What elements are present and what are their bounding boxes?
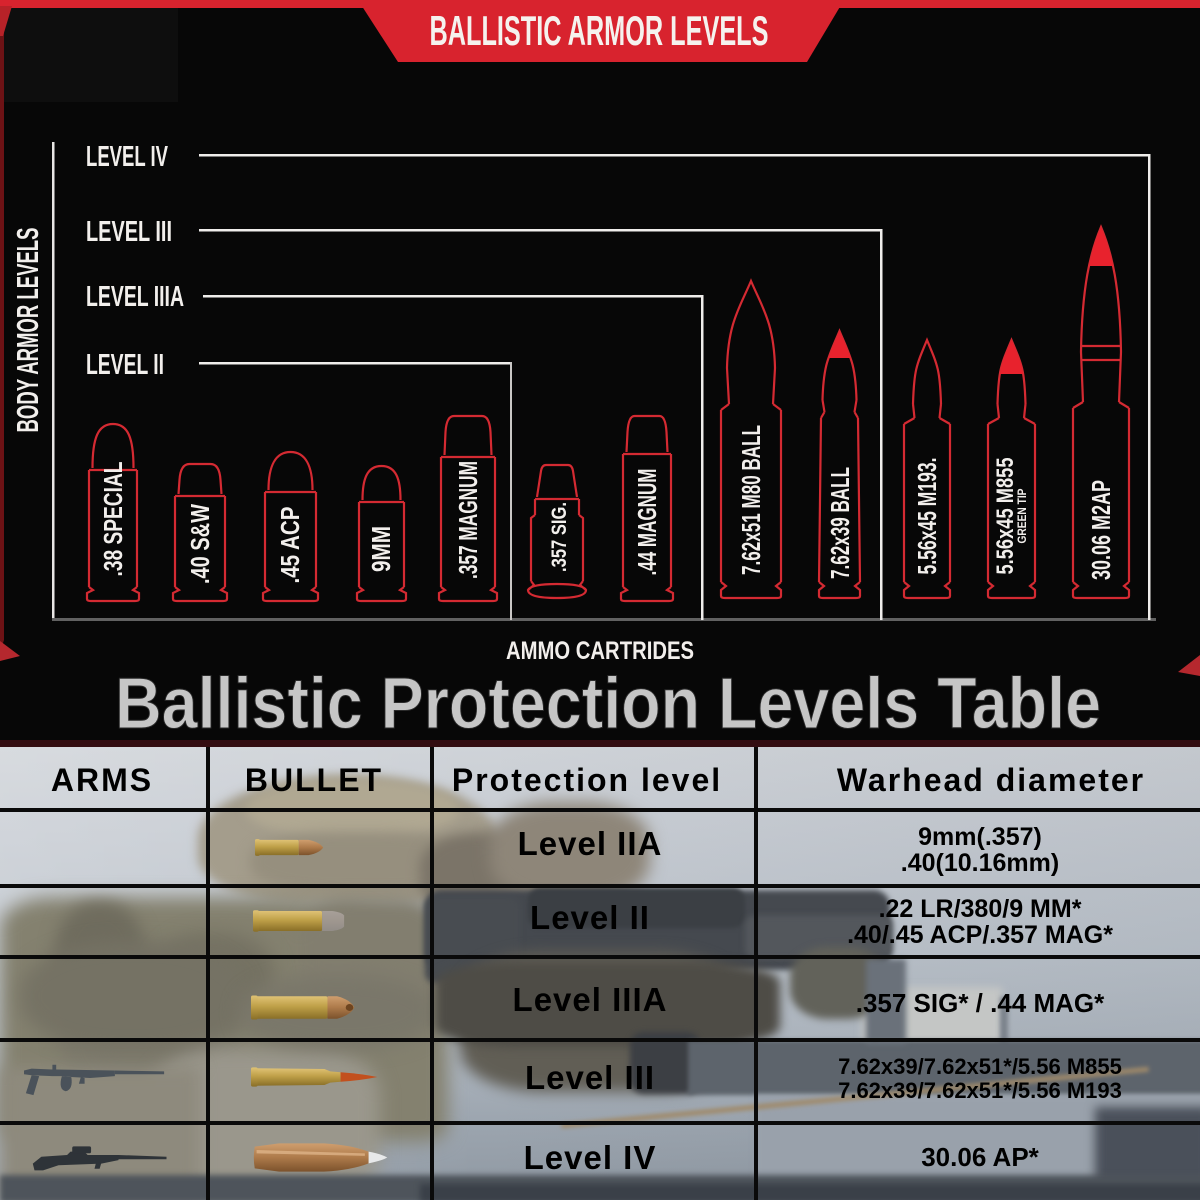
svg-text:GREEN TIP: GREEN TIP: [1015, 489, 1029, 544]
svg-text:30.06 M2AP: 30.06 M2AP: [1086, 480, 1116, 580]
svg-text:.45 ACP: .45 ACP: [275, 507, 305, 584]
svg-text:AMMO CARTRIDES: AMMO CARTRIDES: [506, 637, 694, 665]
svg-text:LEVEL IIIA: LEVEL IIIA: [86, 281, 184, 313]
svg-text:BODY ARMOR LEVELS: BODY ARMOR LEVELS: [10, 228, 45, 433]
svg-text:.357 SIG.: .357 SIG.: [548, 502, 571, 572]
svg-text:.44 MAGNUM: .44 MAGNUM: [632, 469, 662, 576]
svg-text:.38 SPECIAL: .38 SPECIAL: [98, 461, 128, 576]
svg-text:LEVEL III: LEVEL III: [86, 216, 172, 248]
svg-text:7.62x51 M80 BALL: 7.62x51 M80 BALL: [736, 425, 766, 575]
svg-text:.40 S&W: .40 S&W: [185, 504, 215, 584]
svg-text:LEVEL II: LEVEL II: [86, 349, 164, 381]
svg-text:BALLISTIC ARMOR LEVELS: BALLISTIC ARMOR LEVELS: [430, 7, 769, 54]
svg-text:.357 MAGNUM: .357 MAGNUM: [453, 461, 483, 579]
svg-text:5.56x45 M193.: 5.56x45 M193.: [912, 458, 942, 575]
svg-text:5.56x45 M855: 5.56x45 M855: [992, 458, 1019, 575]
svg-text:Ballistic Protection Levels Ta: Ballistic Protection Levels Table: [115, 664, 1101, 744]
svg-text:7.62x39 BALL: 7.62x39 BALL: [825, 467, 855, 579]
svg-text:LEVEL IV: LEVEL IV: [86, 141, 168, 173]
svg-text:9MM: 9MM: [366, 526, 396, 572]
